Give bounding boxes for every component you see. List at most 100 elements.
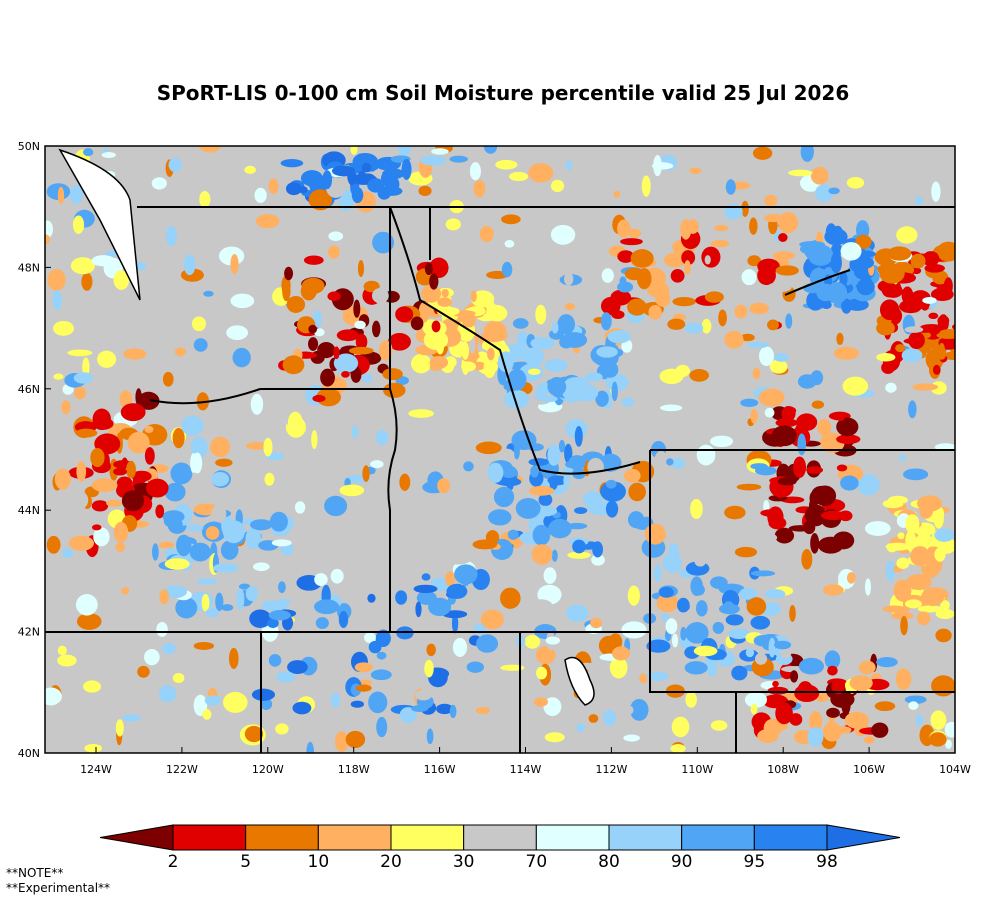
moisture-patch <box>334 731 349 752</box>
moisture-patch <box>341 371 350 378</box>
moisture-patch <box>429 273 439 290</box>
moisture-patch <box>544 358 568 372</box>
moisture-patch <box>271 539 292 547</box>
colorbar-arrow <box>99 824 174 851</box>
moisture-patch <box>405 598 418 617</box>
moisture-patch <box>876 656 898 668</box>
moisture-patch <box>174 347 187 357</box>
moisture-patch <box>75 428 98 438</box>
moisture-patch <box>728 628 750 640</box>
moisture-patch <box>539 395 558 403</box>
colorbar-box <box>535 824 610 851</box>
moisture-patch <box>930 710 947 730</box>
moisture-patch <box>483 146 498 154</box>
moisture-patch <box>145 478 169 498</box>
moisture-patch <box>96 350 117 368</box>
moisture-patch <box>286 296 306 313</box>
moisture-patch <box>485 659 509 679</box>
moisture-patch <box>788 169 813 177</box>
moisture-patch <box>595 390 609 407</box>
moisture-patch <box>910 253 926 269</box>
moisture-patch <box>644 523 666 545</box>
moisture-patch <box>85 711 110 732</box>
lat-label: 42N <box>18 626 40 639</box>
moisture-patch <box>838 510 853 522</box>
moisture-patch <box>922 296 937 304</box>
moisture-patch <box>501 214 521 225</box>
colorbar-box <box>753 824 828 851</box>
moisture-patch <box>144 447 155 465</box>
moisture-patch <box>449 471 464 479</box>
moisture-patch <box>805 504 827 527</box>
moisture-patch <box>350 700 364 708</box>
moisture-patch <box>173 519 183 531</box>
colorbar-arrow <box>826 824 901 851</box>
moisture-patch <box>602 361 619 378</box>
moisture-patch <box>162 371 174 387</box>
moisture-patch <box>740 333 755 342</box>
moisture-patch <box>528 485 555 496</box>
moisture-patch <box>113 521 129 543</box>
moisture-patch <box>355 684 372 692</box>
lon-label: 104W <box>939 763 971 776</box>
moisture-patch <box>666 458 674 466</box>
moisture-patch <box>487 347 495 361</box>
moisture-patch <box>903 468 929 481</box>
moisture-patch <box>566 604 589 623</box>
moisture-patch <box>658 586 674 598</box>
moisture-patch <box>574 507 588 514</box>
moisture-patch <box>880 171 904 184</box>
moisture-patch <box>563 473 571 488</box>
moisture-patch <box>315 617 329 629</box>
moisture-patch <box>83 680 102 693</box>
moisture-patch <box>592 541 604 558</box>
moisture-patch <box>191 316 206 332</box>
moisture-patch <box>501 261 513 278</box>
moisture-patch <box>515 497 541 519</box>
moisture-patch <box>827 665 838 676</box>
note: **Experimental** <box>6 881 110 895</box>
note: **NOTE** <box>6 866 63 880</box>
moisture-patch <box>223 520 246 541</box>
colorbar: 2 5 10 20 30 70 80 90 95 98 <box>99 824 901 872</box>
moisture-patch <box>772 251 795 260</box>
moisture-patch <box>238 583 251 590</box>
lon-label: 116W <box>424 763 456 776</box>
moisture-patch <box>364 632 376 644</box>
moisture-patch <box>671 457 685 470</box>
moisture-patch <box>608 558 629 566</box>
moisture-patch <box>613 190 621 198</box>
moisture-patch <box>70 257 95 275</box>
moisture-patch <box>570 146 579 157</box>
moisture-patch <box>757 729 779 743</box>
lat-label: 50N <box>18 140 40 153</box>
puget-sound <box>58 148 141 301</box>
moisture-patch <box>395 590 408 605</box>
moisture-patch <box>476 634 499 653</box>
moisture-patch <box>905 514 920 534</box>
moisture-patch <box>671 633 679 648</box>
lon-label: 114W <box>510 763 542 776</box>
lon-label: 110W <box>681 763 713 776</box>
moisture-patch <box>501 467 517 478</box>
moisture-patch <box>704 291 724 303</box>
moisture-patch <box>75 491 89 509</box>
moisture-patch <box>193 642 215 650</box>
moisture-patch <box>69 185 83 205</box>
moisture-patch <box>53 320 74 336</box>
moisture-patch <box>215 592 224 612</box>
moisture-patch <box>793 456 807 478</box>
moisture-patch <box>62 548 74 559</box>
moisture-patch <box>944 721 955 738</box>
moisture-patch <box>746 597 767 616</box>
moisture-patch <box>484 730 505 753</box>
moisture-patch <box>45 687 62 706</box>
moisture-patch <box>810 166 829 185</box>
moisture-patch <box>747 255 761 267</box>
moisture-patch <box>76 461 87 482</box>
moisture-patch <box>747 341 769 349</box>
moisture-patch <box>158 685 177 703</box>
moisture-patch <box>932 364 941 375</box>
moisture-patch <box>495 159 518 170</box>
moisture-patch <box>551 549 558 562</box>
